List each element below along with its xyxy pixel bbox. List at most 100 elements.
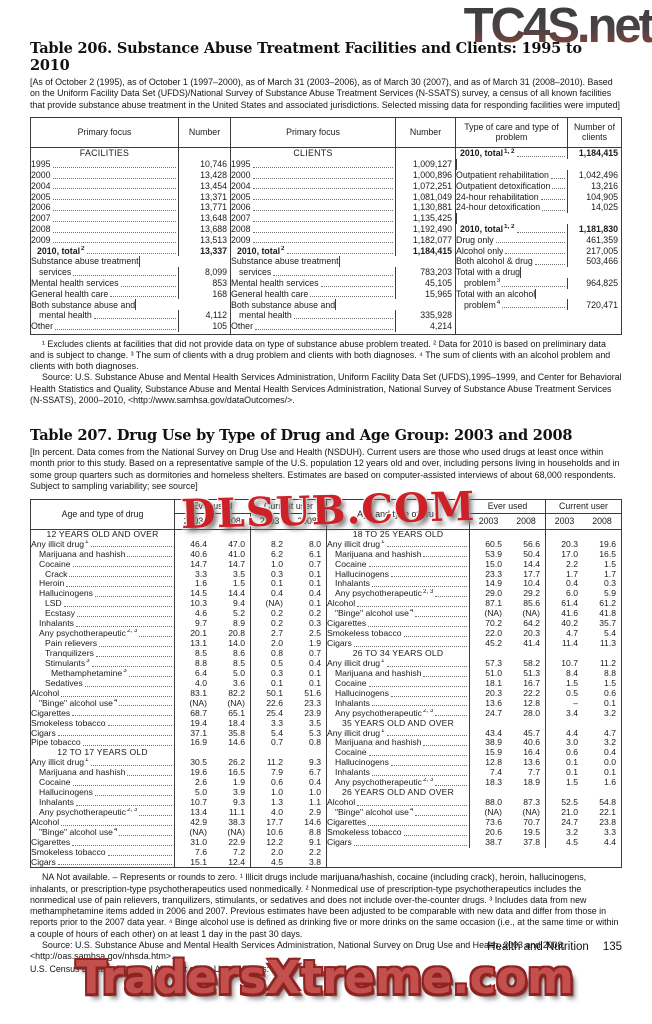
dot-leader xyxy=(371,586,467,588)
dot-leader xyxy=(72,844,172,846)
cell-value: 5.0 xyxy=(233,667,245,678)
row-label: Pipe tobacco xyxy=(31,738,81,748)
cell-value: 6.7 xyxy=(309,767,321,778)
cell-value: 1.0 xyxy=(250,559,288,570)
dot-leader xyxy=(390,695,467,697)
cell-value: 11.2 xyxy=(599,657,616,668)
dot-leader xyxy=(120,285,176,287)
dot-leader xyxy=(94,596,172,598)
row-label: 2007 xyxy=(231,213,251,224)
cell-value: 28.0 xyxy=(523,707,540,718)
cell-value: 19.4 xyxy=(174,718,212,729)
cell-value: 2.5 xyxy=(309,628,321,639)
cell-value: 37.8 xyxy=(523,836,540,847)
page-content: Table 206. Substance Abuse Treatment Fac… xyxy=(30,40,622,961)
table-row: 2004 13,454 xyxy=(31,180,230,192)
cell-value: 88.0 xyxy=(469,797,507,808)
dot-leader xyxy=(386,735,467,737)
table207-left-half: Age and type of drug Ever used Current u… xyxy=(31,499,326,868)
dot-leader xyxy=(371,775,467,777)
dot-leader xyxy=(423,745,467,747)
table-row: Cigarettes 70.2 64.2 40.2 35.7 xyxy=(327,618,621,629)
row-label: 2004 xyxy=(31,180,51,191)
row-label: Smokeless tobacco xyxy=(31,847,106,857)
row-label: 2000 xyxy=(231,170,251,181)
cell-value: 2.0 xyxy=(250,847,288,858)
row-label: Total with an alcohol xyxy=(456,288,536,299)
cell-value: 8.8 xyxy=(604,667,616,678)
cell-value: 57.3 xyxy=(469,658,507,669)
row-label: Alcohol xyxy=(327,599,356,609)
cell-value: 9.7 xyxy=(174,618,212,629)
row-label: 24-hour rehabilitation xyxy=(456,191,539,202)
row-label: Other xyxy=(231,321,254,332)
cell-value: 22.9 xyxy=(228,836,245,847)
cell-value: 9.4 xyxy=(233,598,245,609)
table-row xyxy=(456,159,621,170)
row-label: 2000 xyxy=(31,170,51,181)
row-label: Any illicit drug1 xyxy=(327,658,385,668)
cell-value: 7.9 xyxy=(250,767,288,779)
row-label: Cigarettes xyxy=(31,837,71,847)
cell-value: 45.2 xyxy=(469,638,507,649)
row-label: Any illicit drug1 xyxy=(31,758,89,768)
cell-value: 10.6 xyxy=(250,827,288,838)
dot-leader xyxy=(320,285,393,287)
row-label: Outpatient detoxification xyxy=(456,180,551,191)
table-row: Cigars 45.2 41.4 11.4 11.3 xyxy=(327,638,621,649)
dot-leader xyxy=(119,705,172,707)
table-row: Alcohol only 217,005 xyxy=(456,245,621,257)
cell-value: 20.3 xyxy=(523,628,540,639)
table-row: Crack 3.3 3.5 0.3 0.1 xyxy=(31,568,326,580)
watermark-top: TC4S.net xyxy=(463,0,652,53)
row-label: Cigarettes xyxy=(31,708,71,718)
cell-value: 0.6 xyxy=(604,687,616,698)
cell-value: 85.6 xyxy=(523,598,540,609)
table-row: Other 105 xyxy=(31,320,230,332)
footnote-marker: 1 xyxy=(381,728,385,734)
row-label: Mental health services xyxy=(31,277,119,288)
cell-value: 68.7 xyxy=(174,708,212,719)
cell-value: 26.2 xyxy=(228,757,245,768)
cell-value: 0.1 xyxy=(309,568,321,579)
footnote-marker: 2 xyxy=(81,245,85,252)
cell-value: 0.1 xyxy=(250,678,288,689)
footnote-marker: 1, 2 xyxy=(504,148,515,155)
cell-value: (NA) xyxy=(522,608,540,619)
footnote-marker: 3 xyxy=(86,658,90,665)
row-label: 1995 xyxy=(231,159,251,170)
table-row: 2010, total1, 2 1,181,830 xyxy=(456,223,621,235)
table-row: Pipe tobacco 16.9 14.6 0.7 0.8 xyxy=(31,738,326,749)
row-label: Sedatives xyxy=(45,678,83,688)
row-value: 503,466 xyxy=(567,256,621,267)
cell-value: 3.2 xyxy=(545,827,583,838)
row-value: 4,112 xyxy=(178,310,230,321)
year-header: 2008 xyxy=(297,516,317,527)
cell-value: 18.1 xyxy=(469,678,507,689)
cell-value: 56.6 xyxy=(523,538,540,549)
row-label: Inhalants xyxy=(335,579,370,589)
row-label: Any psychotherapeutic2, 3 xyxy=(39,629,138,639)
row-label: Alcohol xyxy=(327,798,356,808)
table-row: General health care 15,965 xyxy=(231,288,455,300)
cell-value: 3.6 xyxy=(233,677,245,688)
dot-leader xyxy=(252,210,393,211)
cell-value: 0.3 xyxy=(309,618,321,629)
table-row: Hallucinogens 12.8 13.6 0.1 0.0 xyxy=(327,757,621,769)
cell-value: 15.0 xyxy=(469,559,507,570)
cell-value: 4.4 xyxy=(604,836,616,847)
table-row: 2009 13,513 xyxy=(31,234,230,246)
column-group-headers: Ever used Current user 2003 2008 2003 20… xyxy=(174,499,326,529)
cell-value: 1.9 xyxy=(309,638,321,649)
watermark-middle: DLSUB.COM xyxy=(179,482,477,540)
table206-bracket-note: [As of October 2 (1995), as of October 1… xyxy=(30,77,621,110)
row-label: Inhalants xyxy=(39,619,74,629)
row-value: 104,905 xyxy=(567,191,621,203)
row-label: 2010, total1, 2 xyxy=(460,148,515,159)
cell-value: 3.5 xyxy=(309,717,321,728)
cell-value: 6.1 xyxy=(309,548,321,559)
row-label: services xyxy=(39,267,72,278)
dot-leader xyxy=(552,188,565,190)
table207: Age and type of drug Ever used Current u… xyxy=(30,498,622,869)
dot-leader xyxy=(273,274,393,276)
